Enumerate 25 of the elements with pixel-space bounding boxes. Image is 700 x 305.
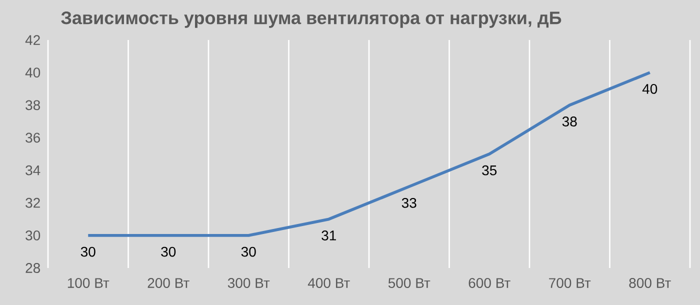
chart-title: Зависимость уровня шума вентилятора от нагрузки, дБ <box>61 12 562 28</box>
data-label: 30 <box>80 246 96 257</box>
y-tick-label: 38 <box>26 100 40 110</box>
data-label: 33 <box>402 198 416 208</box>
data-label: 40 <box>642 84 658 94</box>
y-tick-label: 40 <box>25 68 40 78</box>
y-tick-label: 34 <box>26 165 40 176</box>
data-label: 30 <box>241 246 256 257</box>
x-tick-label: 400 Вт <box>308 278 350 288</box>
x-tick-label: 800 Вт <box>629 278 671 288</box>
y-tick-label: 36 <box>26 132 40 143</box>
x-tick-label: 200 Вт <box>148 278 190 288</box>
x-tick-label: 100 Вт <box>68 278 110 288</box>
x-tick-label: 500 Вт <box>388 278 430 288</box>
x-tick-label: 700 Вт <box>549 278 591 288</box>
data-label: 31 <box>322 230 336 240</box>
y-tick-label: 32 <box>26 198 40 208</box>
y-tick-label: 28 <box>26 263 40 273</box>
x-tick-label: 300 Вт <box>228 278 270 288</box>
x-tick-label: 600 Вт <box>468 278 510 288</box>
data-label: 30 <box>161 246 176 257</box>
y-tick-label: 42 <box>25 35 40 45</box>
y-tick-label: 30 <box>26 230 40 240</box>
data-label: 38 <box>562 116 577 126</box>
data-label: 35 <box>482 165 497 176</box>
